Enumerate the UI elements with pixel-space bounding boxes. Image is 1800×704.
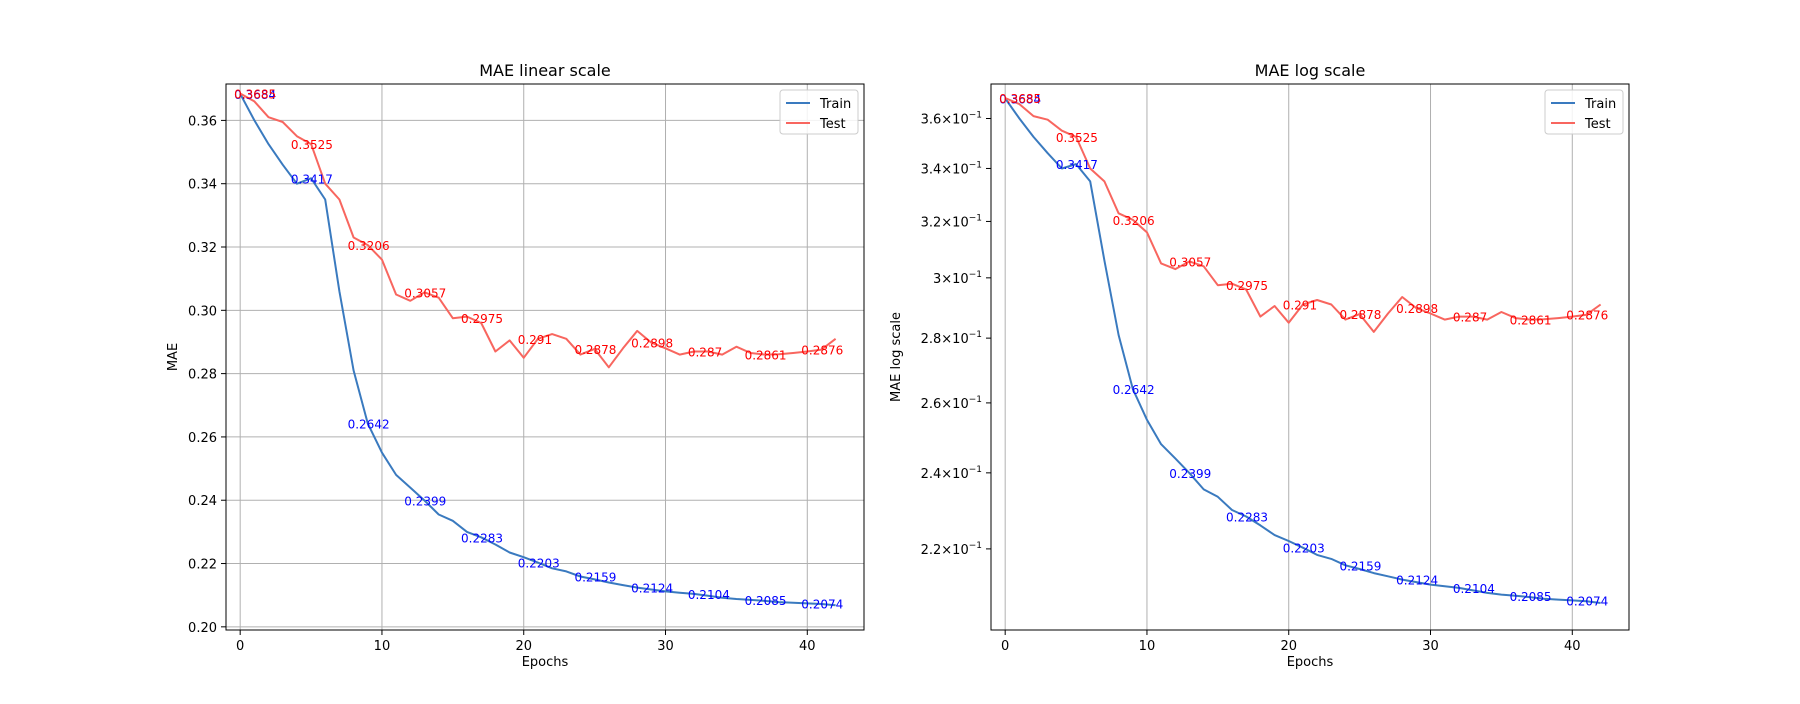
data-label-test: 0.3525 xyxy=(1056,131,1098,145)
data-label-train: 0.2642 xyxy=(348,418,390,432)
x-tick-label: 0 xyxy=(1001,639,1009,654)
x-tick-label: 10 xyxy=(374,639,391,654)
y-axis-label: MAE log scale xyxy=(889,312,904,402)
x-axis-label: Epochs xyxy=(1287,655,1334,670)
data-label-train: 0.3417 xyxy=(1056,158,1098,172)
y-tick-label: 0.22 xyxy=(188,558,217,573)
legend: Train Test xyxy=(1545,90,1623,134)
data-label-train: 0.2203 xyxy=(1283,542,1325,556)
y-tick-label: 0.32 xyxy=(188,241,217,256)
y-tick-label: 0.34 xyxy=(188,178,217,193)
data-label-test: 0.2878 xyxy=(574,343,616,357)
x-tick-label: 10 xyxy=(1139,639,1156,654)
data-label-test: 0.3057 xyxy=(404,286,446,300)
data-label-test: 0.3057 xyxy=(1169,255,1211,269)
data-label-test: 0.3206 xyxy=(1113,214,1155,228)
data-label-train: 0.2124 xyxy=(1396,574,1438,588)
x-tick-label: 0 xyxy=(236,639,244,654)
data-label-train: 0.3417 xyxy=(291,172,333,186)
data-label-test: 0.2898 xyxy=(631,337,673,351)
data-label-test: 0.287 xyxy=(1453,311,1487,325)
data-label-test: 0.3685 xyxy=(999,92,1041,106)
chart-title: MAE linear scale xyxy=(479,61,611,80)
y-tick-label: 0.20 xyxy=(188,621,217,636)
data-label-train: 0.2085 xyxy=(1510,590,1552,604)
data-label-test: 0.291 xyxy=(1283,298,1317,312)
data-label-train: 0.2642 xyxy=(1113,383,1155,397)
data-label-test: 0.287 xyxy=(688,345,722,359)
data-label-train: 0.2074 xyxy=(801,597,843,611)
y-tick-label: 0.28 xyxy=(188,368,217,383)
data-label-test: 0.3206 xyxy=(348,239,390,253)
data-label-train: 0.2159 xyxy=(574,571,616,585)
x-tick-label: 30 xyxy=(1422,639,1439,654)
data-label-test: 0.291 xyxy=(518,333,552,347)
data-label-test: 0.2861 xyxy=(1510,313,1552,327)
y-tick-label: 0.36 xyxy=(188,114,217,129)
x-tick-label: 20 xyxy=(515,639,532,654)
data-label-test: 0.2876 xyxy=(801,344,843,358)
y-tick-label: 0.26 xyxy=(188,431,217,446)
data-label-train: 0.2399 xyxy=(404,495,446,509)
data-label-test: 0.2975 xyxy=(461,312,503,326)
x-axis-label: Epochs xyxy=(522,655,569,670)
x-tick-label: 20 xyxy=(1280,639,1297,654)
legend-label-train: Train xyxy=(1584,97,1616,112)
legend: Train Test xyxy=(780,90,858,134)
data-label-train: 0.2085 xyxy=(745,594,787,608)
data-label-test: 0.2878 xyxy=(1339,308,1381,322)
data-label-train: 0.2283 xyxy=(1226,511,1268,525)
data-label-test: 0.2861 xyxy=(745,348,787,362)
legend-label-train: Train xyxy=(819,97,851,112)
x-tick-label: 30 xyxy=(657,639,674,654)
legend-label-test: Test xyxy=(1584,117,1611,132)
data-label-test: 0.3685 xyxy=(234,87,276,101)
data-label-train: 0.2203 xyxy=(518,557,560,571)
data-label-train: 0.2104 xyxy=(1453,582,1495,596)
data-label-train: 0.2074 xyxy=(1566,594,1608,608)
x-tick-label: 40 xyxy=(799,639,816,654)
y-axis-label: MAE xyxy=(166,343,181,371)
y-tick-label: 0.24 xyxy=(188,494,217,509)
legend-label-test: Test xyxy=(819,117,846,132)
chart-title: MAE log scale xyxy=(1255,61,1366,80)
data-label-train: 0.2124 xyxy=(631,582,673,596)
data-label-test: 0.2898 xyxy=(1396,302,1438,316)
data-label-test: 0.2975 xyxy=(1226,279,1268,293)
data-label-train: 0.2104 xyxy=(688,588,730,602)
data-label-train: 0.2399 xyxy=(1169,467,1211,481)
x-tick-label: 40 xyxy=(1564,639,1581,654)
data-label-train: 0.2283 xyxy=(461,531,503,545)
data-label-train: 0.2159 xyxy=(1339,559,1381,573)
data-label-test: 0.2876 xyxy=(1566,309,1608,323)
data-label-test: 0.3525 xyxy=(291,138,333,152)
y-tick-label: 0.30 xyxy=(188,304,217,319)
